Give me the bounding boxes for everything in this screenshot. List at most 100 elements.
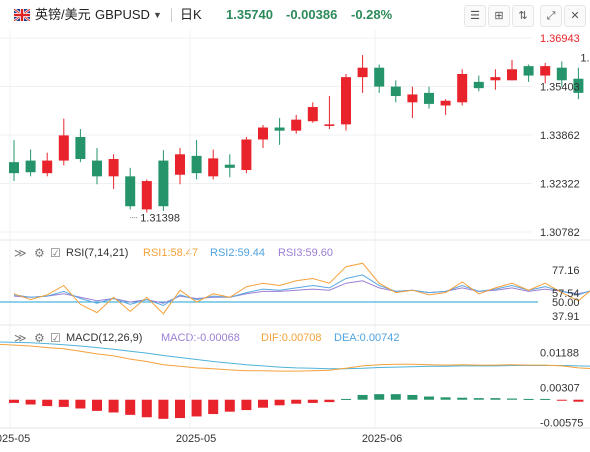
candle-body bbox=[473, 81, 484, 89]
macd-histogram-bar bbox=[58, 399, 69, 407]
rsi-tick-label: 77.16 bbox=[552, 265, 580, 277]
macd-histogram-bar bbox=[9, 399, 19, 403]
macd-histogram-bar bbox=[440, 397, 451, 400]
candle-body bbox=[258, 127, 268, 140]
macd-histogram-bar bbox=[224, 399, 235, 412]
candle-style-icon[interactable]: ⊞ bbox=[488, 5, 510, 27]
dif-line bbox=[0, 343, 590, 372]
rsi2-value: RSI2:59.44 bbox=[210, 247, 266, 259]
candle-body bbox=[556, 67, 567, 81]
candle-body bbox=[540, 66, 551, 76]
macd-tick-label: 0.01188 bbox=[540, 347, 579, 359]
candle-body bbox=[274, 127, 285, 131]
candle-body bbox=[58, 135, 69, 161]
macd-histogram-bar bbox=[25, 399, 36, 405]
last-price: 1.35740 bbox=[226, 7, 273, 22]
macd-histogram-bar bbox=[92, 399, 102, 411]
candle-body bbox=[175, 154, 185, 175]
candle-body bbox=[92, 160, 102, 177]
rsi-tick-label: 50.00 bbox=[552, 297, 580, 309]
macd-histogram-bar bbox=[424, 396, 434, 400]
macd-histogram-bar bbox=[556, 399, 567, 401]
candle-body bbox=[141, 181, 152, 210]
timeframe-selector[interactable]: 日K bbox=[180, 7, 202, 22]
macd-histogram-bar bbox=[75, 399, 86, 409]
rsi3-value: RSI3:59.60 bbox=[278, 247, 334, 259]
price-tick-label: 1.30782 bbox=[540, 227, 580, 239]
rsi2-line bbox=[13, 274, 590, 307]
high-label: 1.36327 bbox=[580, 52, 590, 64]
macd-histogram-bar bbox=[324, 399, 335, 403]
candle-body bbox=[25, 160, 36, 173]
indicator-toggle-icon[interactable]: ☑ bbox=[50, 246, 61, 260]
chart-header: 英镑/美元 GBPUSD ▼ 日K 1.35740 -0.00386 -0.28… bbox=[0, 0, 590, 30]
candle-body bbox=[374, 67, 385, 87]
macd-histogram-bar bbox=[175, 399, 185, 419]
rsi-label: RSI(7,14,21) bbox=[66, 247, 129, 259]
settings-icon[interactable]: ⚙ bbox=[34, 246, 45, 260]
macd-histogram-bar bbox=[42, 399, 53, 407]
candle-body bbox=[357, 67, 368, 78]
candle-body bbox=[457, 73, 468, 103]
macd-histogram-bar bbox=[490, 398, 501, 400]
rsi-panel bbox=[0, 262, 590, 315]
macd-histogram-bar bbox=[291, 399, 302, 404]
candle-body bbox=[341, 77, 351, 125]
candle-body bbox=[158, 160, 169, 207]
macd-histogram-bar bbox=[141, 399, 152, 418]
macd-tick-label: -0.00575 bbox=[540, 418, 583, 430]
collapse-icon[interactable]: ≫ bbox=[14, 331, 27, 345]
candle-body bbox=[424, 92, 434, 104]
macd-histogram-bar bbox=[208, 399, 219, 415]
close-icon[interactable]: ✕ bbox=[564, 5, 586, 27]
indicator-icon[interactable]: ☰ bbox=[464, 5, 486, 27]
symbol-code[interactable]: GBPUSD bbox=[95, 7, 150, 22]
macd-value: MACD:-0.00068 bbox=[161, 332, 240, 344]
candle-body bbox=[224, 164, 235, 168]
time-tick-label: 2025-05 bbox=[176, 433, 216, 445]
price-tick-label: 1.32322 bbox=[540, 179, 580, 191]
macd-histogram-bar bbox=[241, 399, 252, 411]
settings-icon[interactable]: ⚙ bbox=[34, 331, 45, 345]
macd-histogram-bar bbox=[540, 398, 551, 400]
axes: 1.36943 1.35403 1.33862 1.32322 1.30782 77.16… bbox=[0, 33, 583, 445]
rsi-tick-label: 57.54 bbox=[552, 288, 580, 300]
macd-histogram-bar bbox=[523, 398, 534, 400]
uk-flag-icon bbox=[14, 9, 30, 21]
candle-body bbox=[407, 94, 418, 103]
indicator-toggle-icon[interactable]: ☑ bbox=[50, 331, 61, 345]
macd-histogram-bar bbox=[473, 398, 484, 400]
chevron-down-icon[interactable]: ▼ bbox=[153, 10, 162, 20]
compare-icon[interactable]: ⇅ bbox=[512, 5, 534, 27]
rsi1-line bbox=[13, 262, 590, 315]
candlestick-series: 1.36327 1.31398 bbox=[9, 52, 590, 225]
macd-label: MACD(12,26,9) bbox=[66, 332, 143, 344]
candle-body bbox=[125, 176, 136, 207]
candle-body bbox=[440, 100, 451, 106]
rsi-tick-label: 37.91 bbox=[552, 311, 580, 323]
candle-body bbox=[241, 139, 252, 171]
macd-histogram-bar bbox=[158, 399, 169, 419]
symbol-name[interactable]: 英镑/美元 bbox=[35, 7, 91, 22]
price-tick-label: 1.33862 bbox=[540, 130, 580, 142]
collapse-icon[interactable]: ≫ bbox=[14, 246, 27, 260]
candle-body bbox=[390, 86, 401, 97]
candle-body bbox=[507, 69, 517, 81]
candle-body bbox=[573, 78, 584, 93]
low-label: 1.31398 bbox=[140, 213, 180, 225]
macd-panel bbox=[0, 341, 590, 419]
candle-body bbox=[307, 107, 318, 122]
candle-body bbox=[490, 77, 501, 81]
candle-body bbox=[42, 160, 53, 174]
fullscreen-icon[interactable]: ⤢ bbox=[540, 5, 562, 27]
macd-histogram-bar bbox=[457, 397, 468, 400]
candle-body bbox=[523, 66, 534, 76]
price-tick-label: 1.35403 bbox=[540, 81, 580, 93]
candle-body bbox=[75, 136, 86, 160]
candle-body bbox=[191, 155, 202, 174]
price-change-percent: -0.28% bbox=[351, 7, 393, 22]
candle-body bbox=[324, 124, 335, 126]
time-tick-label: 2025-06 bbox=[362, 433, 402, 445]
price-tick-label: 1.36943 bbox=[540, 33, 580, 45]
